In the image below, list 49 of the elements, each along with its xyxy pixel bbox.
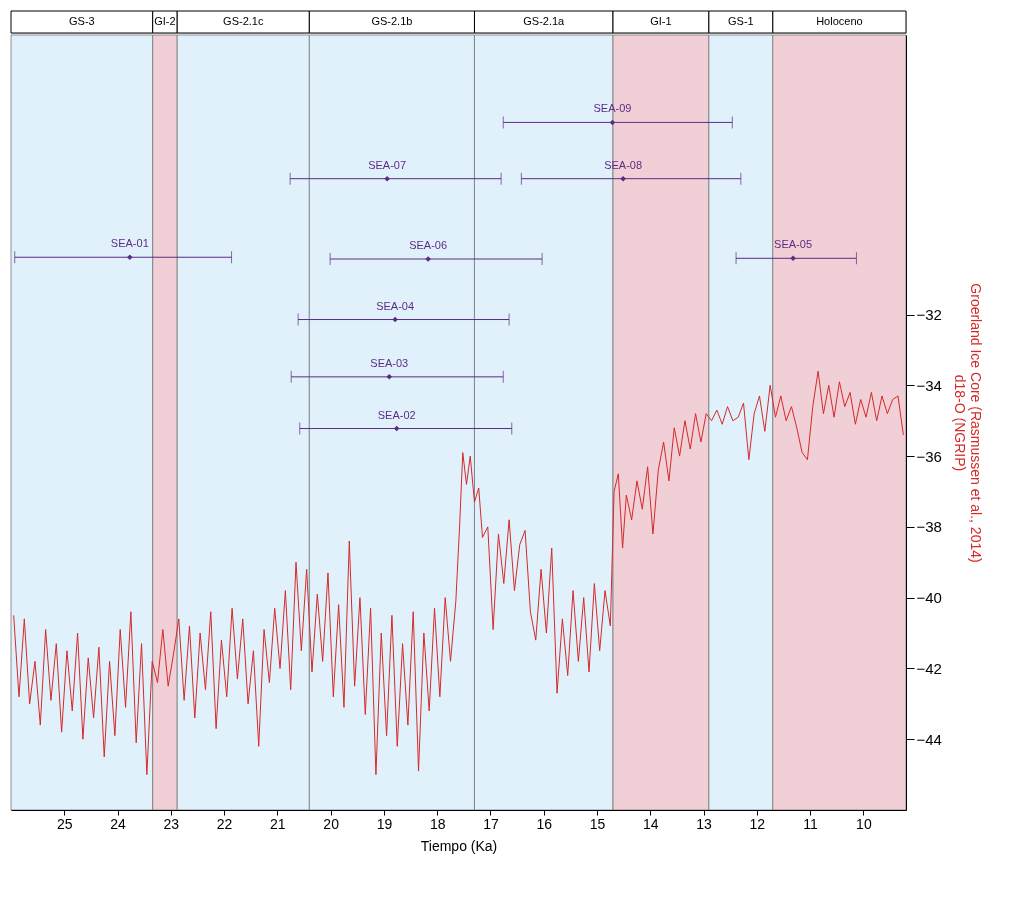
x-tick-label: 13	[696, 815, 713, 832]
x-tick-label: 18	[429, 815, 446, 832]
y-tick-label: −34	[916, 376, 942, 394]
band-label: GS-2.1a	[523, 15, 566, 27]
band-label: GI-2	[154, 15, 176, 27]
x-tick-label: 21	[270, 815, 286, 832]
point	[790, 255, 796, 262]
x-tick-label: 12	[749, 815, 766, 832]
annotation: SEA-01	[110, 237, 149, 250]
annotation: SEA-07	[368, 158, 407, 171]
x-tick-label: 11	[803, 815, 819, 832]
x-tick-label: 10	[856, 815, 872, 832]
band-label: GS-3	[69, 15, 95, 27]
y-tick-label: −36	[916, 447, 942, 465]
band-label: GS-2.1b	[371, 15, 413, 27]
annotation: SEA-03	[370, 356, 409, 369]
x-tick-label: 25	[56, 815, 73, 832]
point	[386, 374, 392, 380]
x-tick-label: 17	[483, 815, 499, 832]
x-tick-label: 22	[216, 815, 233, 832]
y-axis-title: Groerland Ice Core (Rasmussen et al., 2014) d18-O (NGRIP)	[951, 283, 984, 563]
x-tick-label: 19	[376, 815, 393, 832]
x-tick-label: 20	[323, 815, 340, 832]
x-tick-label: 24	[110, 815, 127, 832]
annotation: SEA-04	[376, 299, 415, 312]
x-tick-label: 14	[643, 815, 659, 832]
y-tick-label: −38	[916, 518, 942, 536]
annotation: SEA-05	[774, 238, 813, 251]
x-tick-label: 15	[589, 815, 606, 832]
y-tick-label: −44	[916, 730, 942, 748]
annotation: SEA-02	[377, 408, 416, 421]
line-series	[13, 370, 904, 776]
annotation: SEA-09	[593, 102, 632, 115]
x-tick-label: 23	[163, 815, 180, 832]
band-label: GS-1	[728, 15, 754, 27]
band-label: GS-2.1c	[223, 15, 264, 27]
annotation: SEA-06	[409, 239, 448, 252]
y-tick-label: −32	[916, 306, 942, 324]
annotation: SEA-08	[604, 158, 643, 171]
point	[392, 316, 398, 323]
point	[127, 254, 133, 260]
point	[384, 175, 390, 182]
y-tick-label: −42	[916, 659, 942, 677]
point	[620, 175, 626, 182]
y-tick-label: −40	[916, 589, 942, 607]
x-tick-label: 16	[536, 815, 553, 832]
band-label: Holoceno	[816, 15, 863, 27]
x-axis-title: Tiempo (Ka)	[420, 837, 498, 854]
band-label: GI-1	[650, 15, 672, 27]
